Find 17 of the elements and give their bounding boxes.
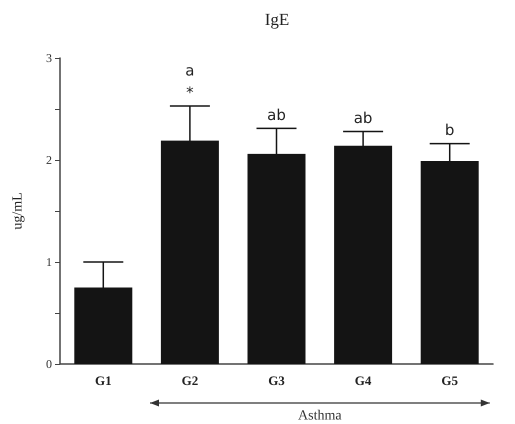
x-tick-label: G4 <box>354 373 372 388</box>
text: Asthma <box>298 408 342 424</box>
x-tick-label: G2 <box>182 373 198 388</box>
annotation: a <box>185 61 194 80</box>
y-tick-label: 2 <box>46 153 52 167</box>
y-tick-label: 0 <box>46 357 52 371</box>
x-tick-label: G3 <box>268 373 286 388</box>
y-tick-label: 1 <box>46 255 52 269</box>
x-tick-label: G5 <box>441 373 458 388</box>
annotation: ab <box>267 106 286 124</box>
y-tick-label: 3 <box>46 51 52 65</box>
y-axis-title: ug/mL <box>10 192 26 230</box>
annotation: ab <box>354 108 372 127</box>
annotation: b <box>444 121 454 140</box>
chart-title: IgE <box>264 10 290 29</box>
annotation: * <box>186 83 194 102</box>
x-tick-label: G1 <box>94 373 112 388</box>
